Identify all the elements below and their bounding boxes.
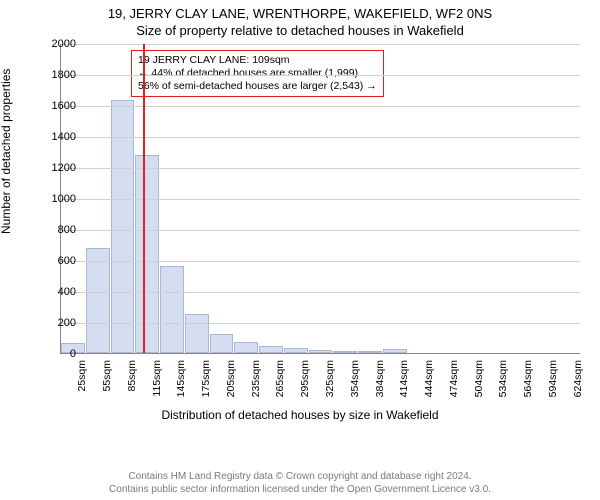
- y-tick-label: 400: [42, 286, 76, 298]
- x-tick-label: 325sqm: [324, 360, 336, 397]
- histogram-bar: [210, 334, 234, 353]
- x-tick-label: 145sqm: [175, 360, 187, 397]
- y-tick-label: 1800: [42, 69, 76, 81]
- chart-area: Number of detached properties 19 JERRY C…: [0, 44, 600, 424]
- x-tick-label: 85sqm: [126, 360, 138, 392]
- y-tick-label: 0: [42, 348, 76, 360]
- x-tick-label: 115sqm: [151, 360, 163, 397]
- plot-region: 19 JERRY CLAY LANE: 109sqm ← 44% of deta…: [60, 44, 580, 354]
- y-tick-label: 800: [42, 224, 76, 236]
- y-tick-label: 1600: [42, 100, 76, 112]
- gridline: [61, 230, 580, 231]
- gridline: [61, 292, 580, 293]
- y-tick-label: 200: [42, 317, 76, 329]
- x-tick-label: 205sqm: [225, 360, 237, 397]
- histogram-bar: [309, 350, 333, 353]
- x-tick-label: 444sqm: [423, 360, 435, 397]
- annotation-box: 19 JERRY CLAY LANE: 109sqm ← 44% of deta…: [131, 50, 384, 97]
- x-tick-label: 265sqm: [274, 360, 286, 397]
- x-tick-label: 594sqm: [547, 360, 559, 397]
- y-tick-label: 1200: [42, 162, 76, 174]
- title-address: 19, JERRY CLAY LANE, WRENTHORPE, WAKEFIE…: [0, 6, 600, 21]
- x-tick-label: 175sqm: [200, 360, 212, 397]
- gridline: [61, 323, 580, 324]
- histogram-bar: [111, 100, 135, 353]
- y-tick-label: 600: [42, 255, 76, 267]
- histogram-bar: [185, 314, 209, 353]
- x-tick-label: 295sqm: [299, 360, 311, 397]
- annotation-line1: 19 JERRY CLAY LANE: 109sqm: [138, 54, 377, 67]
- x-tick-label: 25sqm: [76, 360, 88, 392]
- annotation-line3: 56% of semi-detached houses are larger (…: [138, 80, 377, 93]
- x-tick-label: 534sqm: [497, 360, 509, 397]
- x-tick-label: 55sqm: [101, 360, 113, 392]
- gridline: [61, 199, 580, 200]
- histogram-bar: [160, 266, 184, 353]
- property-marker-line: [143, 44, 145, 353]
- footer-attribution: Contains HM Land Registry data © Crown c…: [0, 470, 600, 496]
- x-tick-label: 384sqm: [374, 360, 386, 397]
- histogram-bar: [383, 349, 407, 353]
- histogram-bar: [234, 342, 258, 353]
- gridline: [61, 75, 580, 76]
- y-tick-label: 1000: [42, 193, 76, 205]
- gridline: [61, 137, 580, 138]
- x-tick-label: 414sqm: [398, 360, 410, 397]
- histogram-bar: [259, 346, 283, 353]
- gridline: [61, 44, 580, 45]
- x-axis-label: Distribution of detached houses by size …: [0, 408, 600, 422]
- histogram-bar: [284, 348, 308, 353]
- gridline: [61, 261, 580, 262]
- x-tick-label: 354sqm: [349, 360, 361, 397]
- x-tick-label: 564sqm: [522, 360, 534, 397]
- histogram-bar: [333, 351, 357, 353]
- x-tick-label: 624sqm: [572, 360, 584, 397]
- chart-titles: 19, JERRY CLAY LANE, WRENTHORPE, WAKEFIE…: [0, 0, 600, 38]
- x-tick-label: 235sqm: [250, 360, 262, 397]
- title-subtitle: Size of property relative to detached ho…: [0, 23, 600, 38]
- histogram-bar: [358, 351, 382, 353]
- gridline: [61, 168, 580, 169]
- y-tick-label: 1400: [42, 131, 76, 143]
- y-axis-label: Number of detached properties: [0, 69, 13, 234]
- x-tick-label: 474sqm: [448, 360, 460, 397]
- footer-line2: Contains public sector information licen…: [0, 483, 600, 496]
- footer-line1: Contains HM Land Registry data © Crown c…: [0, 470, 600, 483]
- gridline: [61, 106, 580, 107]
- annotation-line2: ← 44% of detached houses are smaller (1,…: [138, 67, 377, 80]
- histogram-bar: [86, 248, 110, 353]
- y-tick-label: 2000: [42, 38, 76, 50]
- x-tick-label: 504sqm: [473, 360, 485, 397]
